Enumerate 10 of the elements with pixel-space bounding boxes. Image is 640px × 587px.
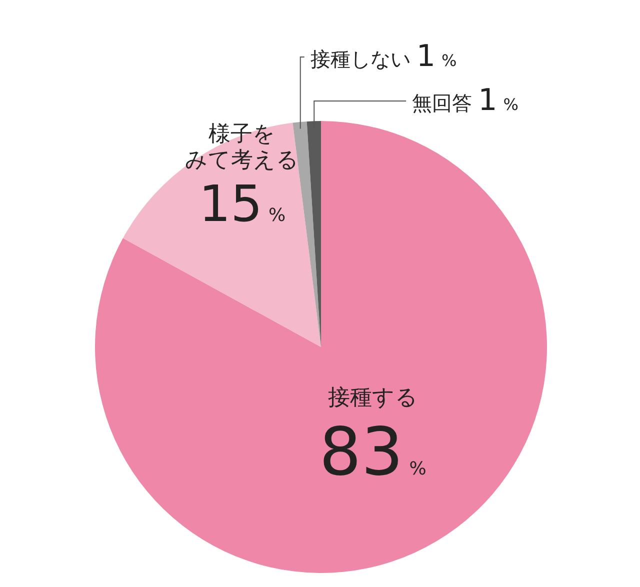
slice-label: 接種する — [328, 386, 418, 411]
pie-slice — [122, 122, 321, 347]
data-label: 83% — [319, 414, 426, 491]
data-label: 1% — [478, 83, 518, 118]
slice-label: 無回答 — [412, 91, 472, 115]
slice-label: 様子をみて考える — [185, 122, 300, 174]
data-label: 1% — [416, 39, 457, 74]
data-label: 15% — [198, 175, 286, 234]
pie-slice — [95, 121, 547, 573]
slice-label: 接種しない — [310, 47, 410, 71]
